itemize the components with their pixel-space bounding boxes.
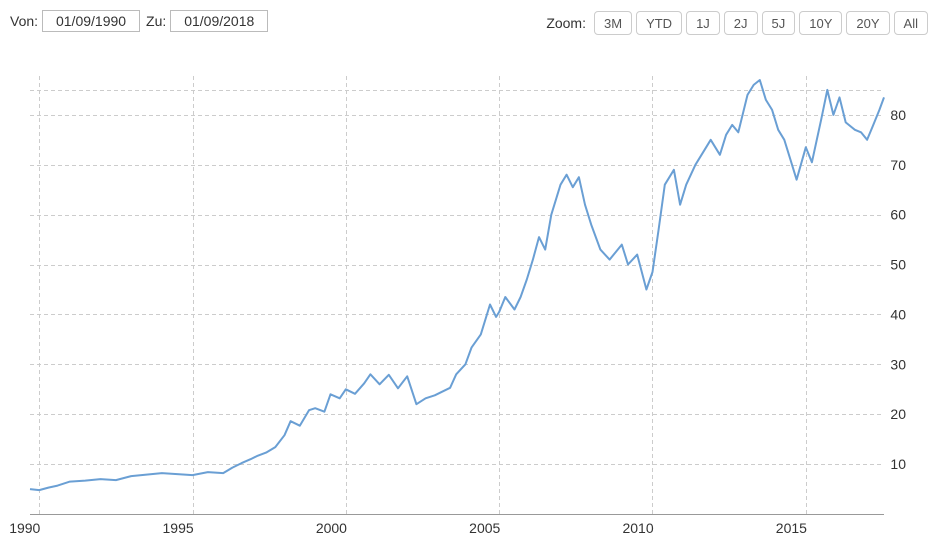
y-tick-label: 60 [890, 207, 906, 223]
chart-axes: 1990 1995 2000 2005 2010 2015 10 20 30 40 50 60 70 80 [9, 107, 906, 536]
from-label: Von: [10, 13, 39, 29]
y-tick-label: 70 [890, 157, 906, 173]
zoom-3m-button[interactable]: 3M [594, 11, 633, 35]
zoom-2j-button[interactable]: 2J [723, 11, 758, 35]
y-tick-label: 50 [890, 257, 906, 273]
x-tick-label: 2010 [622, 520, 653, 536]
zoom-1j-button[interactable]: 1J [686, 11, 720, 35]
y-tick-label: 20 [890, 406, 906, 422]
zoom-20y-button[interactable]: 20Y [846, 11, 890, 35]
zoom-5j-button[interactable]: 5J [761, 11, 796, 35]
y-tick-label: 80 [890, 107, 906, 123]
to-date-input[interactable] [170, 10, 269, 32]
zoom-controls: Zoom: 3M YTD 1J 2J 5J 10Y 20Y All [546, 11, 928, 35]
x-tick-label: 2000 [316, 520, 347, 536]
zoom-all-button[interactable]: All [893, 11, 928, 35]
date-range: Von: Zu: [10, 10, 274, 32]
from-date-input[interactable] [42, 10, 141, 32]
chart-series [29, 79, 885, 492]
zoom-label: Zoom: [546, 15, 586, 31]
price-series-line [29, 79, 885, 492]
chart-grid [30, 76, 884, 514]
zoom-ytd-button[interactable]: YTD [636, 11, 683, 35]
x-tick-label: 1990 [9, 520, 40, 536]
to-label: Zu: [146, 13, 167, 29]
x-tick-label: 2005 [469, 520, 500, 536]
y-tick-label: 30 [890, 356, 906, 372]
zoom-10y-button[interactable]: 10Y [799, 11, 843, 35]
x-tick-label: 2015 [776, 520, 807, 536]
y-tick-label: 10 [890, 456, 906, 472]
x-tick-label: 1995 [163, 520, 194, 536]
y-tick-label: 40 [890, 306, 906, 322]
